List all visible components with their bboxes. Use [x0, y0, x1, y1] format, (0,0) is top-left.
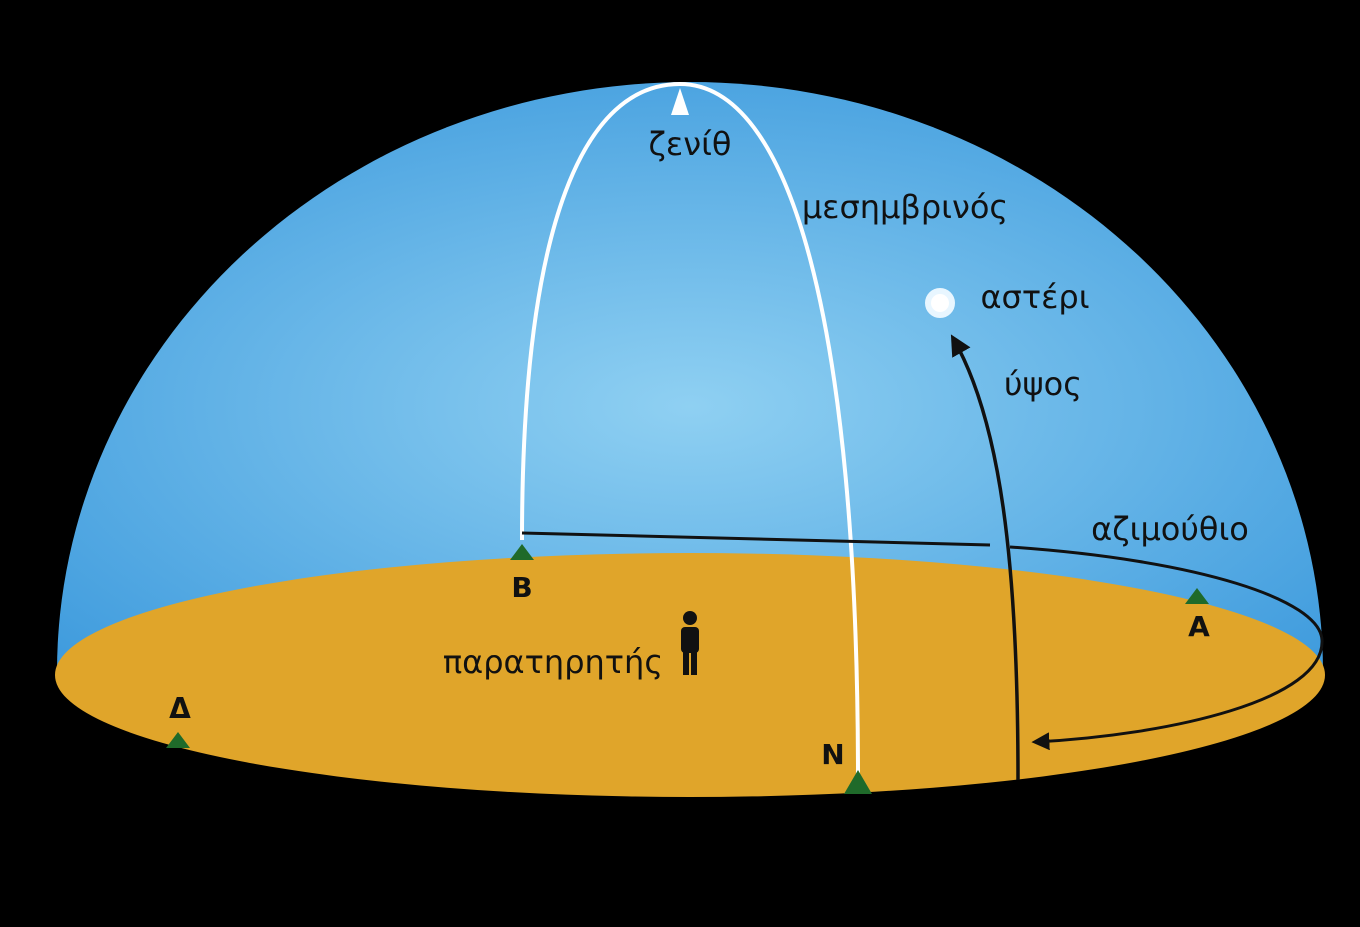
west-label: Δ — [169, 692, 191, 725]
azimuth-label: αζιμούθιο — [1091, 510, 1249, 548]
observer-label: παρατηρητής — [443, 643, 663, 681]
meridian-label: μεσημβρινός — [802, 188, 1008, 226]
zenith-label: ζενίθ — [649, 125, 732, 163]
south-label: N — [821, 738, 844, 771]
page: ζενίθ μεσημβρινός αστέρι ύψος αζιμούθιο … — [0, 0, 1360, 927]
celestial-sphere-diagram: ζενίθ μεσημβρινός αστέρι ύψος αζιμούθιο … — [0, 0, 1360, 927]
horizon-plane — [55, 553, 1325, 797]
star-label: αστέρι — [980, 278, 1089, 316]
east-label: A — [1188, 610, 1210, 643]
star — [928, 291, 952, 315]
north-label: B — [511, 571, 532, 604]
altitude-label: ύψος — [1004, 365, 1082, 403]
